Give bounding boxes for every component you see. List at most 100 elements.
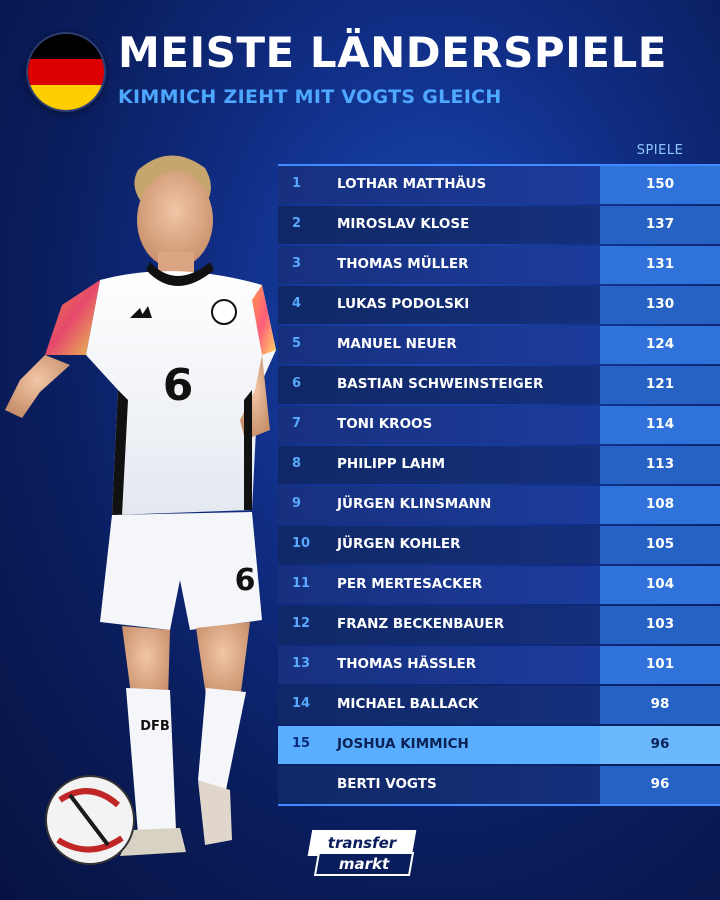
table-row: 14 MICHAEL BALLACK 98 <box>278 686 720 724</box>
ranking-table: 1 LOTHAR MATTHÄUS 150 2 MIROSLAV KLOSE 137 3 TH… <box>278 164 720 808</box>
svg-text:6: 6 <box>235 563 256 598</box>
svg-text:6: 6 <box>163 360 194 411</box>
table-row: 1 LOTHAR MATTHÄUS 150 <box>278 166 720 204</box>
table-row: 4 LUKAS PODOLSKI 130 <box>278 286 720 324</box>
table-row: 2 MIROSLAV KLOSE 137 <box>278 206 720 244</box>
row-rank: 3 <box>292 256 302 271</box>
row-games-value: 101 <box>645 656 675 672</box>
row-player-name: PER MERTESACKER <box>337 576 483 592</box>
row-rank: 13 <box>292 656 311 671</box>
table-row: 6 BASTIAN SCHWEINSTEIGER 121 <box>278 366 720 404</box>
name-cell-bg <box>278 606 600 644</box>
table-row: 8 PHILIPP LAHM 113 <box>278 446 720 484</box>
page-title: MEISTE LÄNDERSPIELE <box>118 28 667 77</box>
row-games-value: 131 <box>645 256 675 272</box>
row-rank: 6 <box>292 376 302 391</box>
row-games-value: 130 <box>645 296 675 312</box>
name-cell-bg <box>278 566 600 604</box>
name-cell-bg <box>278 366 600 404</box>
name-cell-bg <box>278 326 600 364</box>
row-rank: 7 <box>292 416 302 431</box>
row-player-name: TONI KROOS <box>337 416 433 432</box>
row-games-value: 137 <box>645 216 675 232</box>
row-games-value: 96 <box>650 776 670 792</box>
value-cell-bg <box>600 286 720 324</box>
table-row: 3 THOMAS MÜLLER 131 <box>278 246 720 284</box>
germany-flag-icon <box>26 32 106 112</box>
row-player-name: LOTHAR MATTHÄUS <box>337 176 487 192</box>
name-cell-bg <box>278 246 600 284</box>
name-cell-bg <box>278 686 600 724</box>
row-rank: 12 <box>292 616 311 631</box>
row-player-name: PHILIPP LAHM <box>337 456 446 472</box>
transfermarkt-logo: transfer markt <box>307 830 417 876</box>
name-cell-bg <box>278 526 600 564</box>
name-cell-bg <box>278 406 600 444</box>
value-cell-bg <box>600 406 720 444</box>
row-player-name: JÜRGEN KOHLER <box>337 536 461 552</box>
row-player-name: BASTIAN SCHWEINSTEIGER <box>337 376 544 392</box>
name-cell-bg <box>278 446 600 484</box>
row-player-name: LUKAS PODOLSKI <box>337 296 470 312</box>
table-row: 9 JÜRGEN KLINSMANN 108 <box>278 486 720 524</box>
name-cell-bg <box>278 486 600 524</box>
row-player-name: MICHAEL BALLACK <box>337 696 479 712</box>
table-row: 12 FRANZ BECKENBAUER 103 <box>278 606 720 644</box>
row-games-value: 114 <box>645 416 675 432</box>
row-rank: 9 <box>292 496 302 511</box>
name-cell-bg <box>278 286 600 324</box>
value-cell-bg <box>600 566 720 604</box>
row-games-value: 124 <box>645 336 675 352</box>
row-rank: 2 <box>292 216 302 231</box>
name-cell-bg <box>278 766 600 804</box>
value-cell-bg <box>600 686 720 724</box>
table-row: 5 MANUEL NEUER 124 <box>278 326 720 364</box>
logo-bottom-text: markt <box>338 855 390 873</box>
name-cell-bg <box>278 646 600 684</box>
row-games-value: 105 <box>645 536 675 552</box>
table-row: BERTI VOGTS 96 <box>278 766 720 806</box>
table-row: 7 TONI KROOS 114 <box>278 406 720 444</box>
row-rank: 5 <box>292 336 302 351</box>
table-row: 10 JÜRGEN KOHLER 105 <box>278 526 720 564</box>
row-games-value: 98 <box>650 696 670 712</box>
value-cell-bg <box>600 366 720 404</box>
row-rank: 14 <box>292 696 311 711</box>
row-rank: 1 <box>292 176 302 191</box>
row-rank: 8 <box>292 456 302 471</box>
value-cell-bg <box>600 606 720 644</box>
name-cell-bg <box>278 726 600 764</box>
value-cell-bg <box>600 206 720 244</box>
column-header-spiele: SPIELE <box>636 143 684 158</box>
row-games-value: 150 <box>645 176 675 192</box>
page-subtitle: KIMMICH ZIEHT MIT VOGTS GLEICH <box>118 86 502 108</box>
table-row: 15 JOSHUA KIMMICH 96 <box>278 726 720 764</box>
value-cell-bg <box>600 326 720 364</box>
row-rank: 10 <box>292 536 311 551</box>
value-cell-bg <box>600 246 720 284</box>
value-cell-bg <box>600 446 720 484</box>
row-player-name: BERTI VOGTS <box>337 776 437 792</box>
row-games-value: 121 <box>645 376 675 392</box>
row-player-name: THOMAS HÄSSLER <box>337 656 477 672</box>
value-cell-bg <box>600 726 720 764</box>
value-cell-bg <box>600 166 720 204</box>
row-rank: 11 <box>292 576 311 591</box>
logo-top-text: transfer <box>327 834 397 852</box>
name-cell-bg <box>278 166 600 204</box>
row-rank: 4 <box>292 296 302 311</box>
row-games-value: 103 <box>645 616 675 632</box>
row-player-name: MIROSLAV KLOSE <box>337 216 470 232</box>
row-player-name: JÜRGEN KLINSMANN <box>337 496 492 512</box>
row-player-name: MANUEL NEUER <box>337 336 457 352</box>
row-player-name: FRANZ BECKENBAUER <box>337 616 505 632</box>
row-games-value: 113 <box>645 456 675 472</box>
row-player-name: JOSHUA KIMMICH <box>337 736 469 752</box>
name-cell-bg <box>278 206 600 244</box>
row-games-value: 96 <box>650 736 670 752</box>
row-rank: 15 <box>292 736 311 751</box>
row-games-value: 104 <box>645 576 675 592</box>
player-image: 6 6 DFB <box>5 155 276 865</box>
value-cell-bg <box>600 486 720 524</box>
svg-text:DFB: DFB <box>140 719 170 734</box>
